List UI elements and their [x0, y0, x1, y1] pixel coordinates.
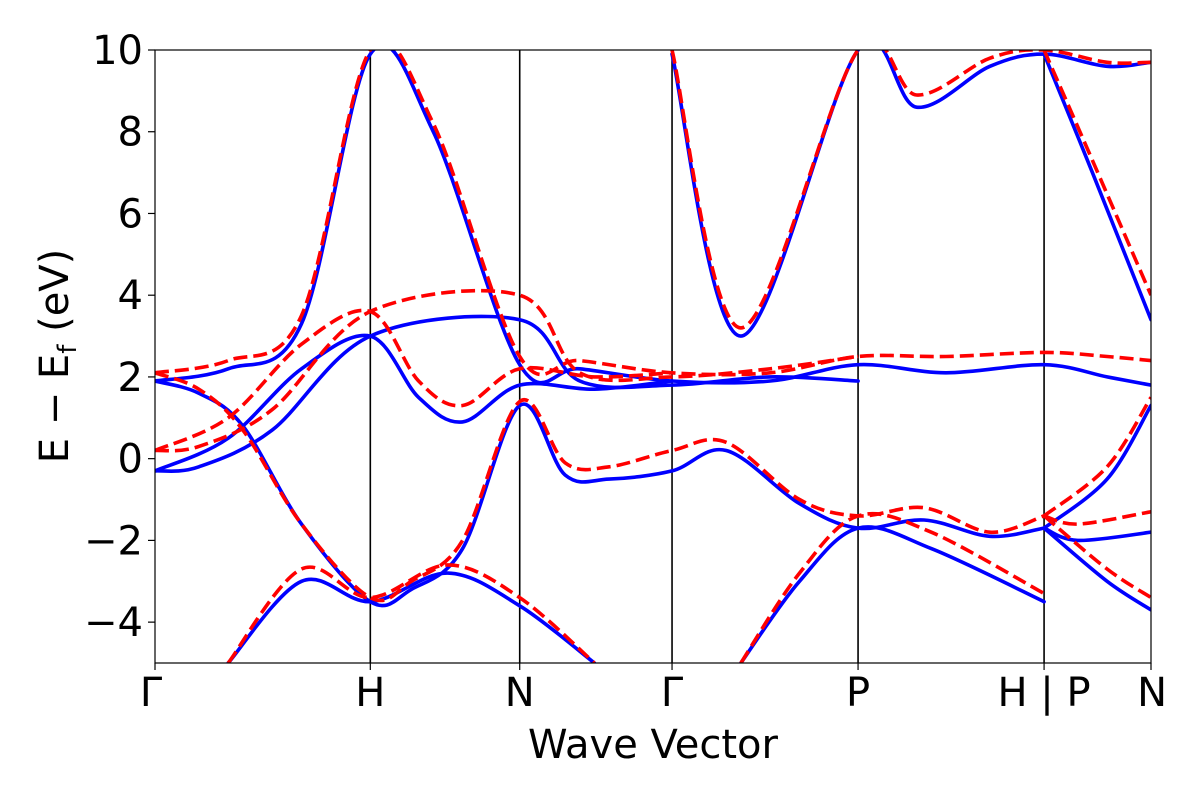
band-line — [1042, 403, 1151, 530]
band-line — [155, 50, 1151, 387]
band-line — [155, 314, 860, 473]
y-tick-label: 4 — [118, 273, 143, 319]
y-axis-title-sub: f — [53, 344, 83, 354]
band-line — [155, 333, 674, 473]
band-line — [1042, 526, 1151, 543]
y-tick-label: 2 — [118, 355, 143, 401]
band-line — [226, 571, 597, 663]
band-series — [155, 50, 1151, 663]
band-line — [670, 50, 1151, 330]
y-tick-label: −4 — [84, 600, 143, 646]
band-line — [155, 371, 1045, 603]
y-tick-label: 6 — [118, 191, 143, 237]
band-line — [155, 288, 859, 453]
y-axis-title-main: E − E — [32, 354, 78, 464]
x-tick-label: Γ — [140, 670, 163, 716]
band-line — [1042, 52, 1151, 322]
x-axis-title: Wave Vector — [528, 722, 779, 768]
y-tick-label: 8 — [118, 110, 143, 156]
y-tick-label: −2 — [84, 518, 143, 564]
series-dashed-red — [155, 50, 1151, 663]
band-line — [155, 50, 1151, 377]
band-line — [1042, 514, 1151, 600]
x-tick-label: H — [355, 670, 385, 716]
band-line — [739, 511, 1045, 663]
band-line — [1042, 396, 1151, 518]
band-line — [1042, 50, 1151, 296]
band-line — [1042, 526, 1151, 612]
y-axis-title: E − Ef (eV) — [32, 249, 83, 464]
plot-frame — [154, 49, 1152, 664]
band-line — [1043, 510, 1151, 526]
x-tick-label: N — [505, 670, 535, 716]
x-tick-label: N — [1137, 670, 1167, 716]
band-line — [739, 525, 1046, 663]
band-line — [155, 308, 673, 453]
y-tick-label: 10 — [92, 28, 143, 74]
x-axis-ticks: Γ H N Γ P H | P N — [140, 663, 1167, 716]
high-symmetry-lines — [369, 50, 1045, 663]
y-tick-label: 0 — [118, 437, 143, 483]
y-axis-title-tail: (eV) — [32, 249, 78, 345]
x-tick-label: H | P — [998, 670, 1091, 716]
band-line — [226, 563, 596, 663]
x-tick-label: Γ — [661, 670, 684, 716]
y-axis-ticks: −4 −2 0 2 4 6 8 10 — [84, 28, 155, 646]
x-tick-label: P — [846, 670, 870, 716]
band-line — [670, 50, 1151, 338]
